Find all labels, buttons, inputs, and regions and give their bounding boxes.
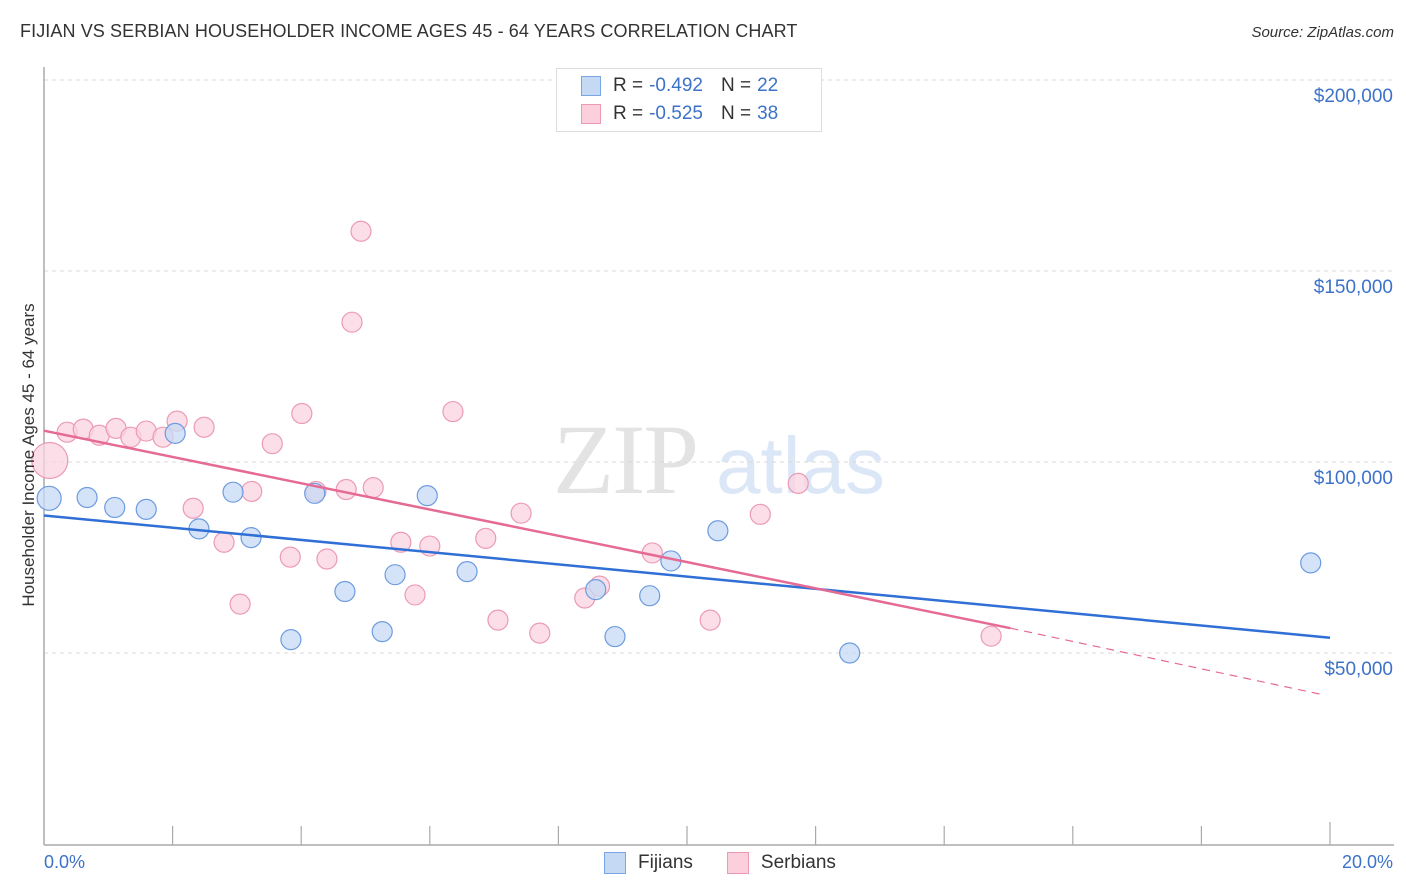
r-label: R = — [613, 75, 644, 96]
data-point[interactable] — [350, 220, 372, 242]
data-point[interactable] — [456, 561, 478, 583]
y-axis-label: Householder Income Ages 45 - 64 years — [19, 303, 38, 607]
source-credit: Source: ZipAtlas.com — [1251, 24, 1394, 41]
legend-row-fijians: R = -0.492 N = 22 — [581, 73, 778, 99]
r-value: -0.492 — [649, 75, 703, 96]
data-point[interactable] — [222, 481, 244, 503]
data-point[interactable] — [316, 548, 338, 570]
data-point[interactable] — [529, 622, 551, 644]
data-point[interactable] — [639, 585, 661, 607]
x-tick-max: 20.0% — [1341, 852, 1393, 872]
data-point[interactable] — [36, 485, 62, 511]
data-point[interactable] — [279, 546, 301, 568]
data-point[interactable] — [31, 441, 69, 480]
data-point[interactable] — [707, 520, 729, 542]
data-point[interactable] — [404, 584, 426, 606]
data-point[interactable] — [585, 578, 607, 601]
correlation-legend: R = -0.492 N = 22 R = -0.525 N = 38 — [556, 68, 822, 132]
data-point[interactable] — [104, 496, 126, 519]
data-point[interactable] — [213, 531, 235, 553]
data-point[interactable] — [487, 609, 509, 631]
data-point[interactable] — [699, 609, 721, 631]
legend-item-serbians[interactable]: Serbians — [726, 852, 836, 874]
data-point[interactable] — [76, 486, 98, 509]
data-point[interactable] — [442, 400, 464, 423]
serbians-swatch-icon — [726, 852, 749, 874]
data-point[interactable] — [280, 629, 302, 651]
x-tick-min: 0.0% — [44, 852, 86, 872]
axes — [43, 67, 1394, 846]
data-point[interactable] — [291, 402, 313, 425]
data-point[interactable] — [510, 502, 532, 524]
data-point[interactable] — [416, 485, 438, 507]
watermark-atlas: atlas — [716, 421, 885, 510]
y-tick-150000: $150,000 — [1313, 277, 1393, 298]
fijians-swatch-icon — [581, 76, 601, 96]
r-value: -0.525 — [649, 103, 703, 124]
legend-label-fijians: Fijians — [638, 852, 693, 873]
data-point[interactable] — [335, 478, 357, 501]
y-tick-50000: $50,000 — [1324, 659, 1393, 680]
serbians-swatch-icon — [581, 104, 601, 124]
legend-row-serbians: R = -0.525 N = 38 — [581, 101, 778, 127]
legend-label-serbians: Serbians — [760, 852, 836, 873]
data-point[interactable] — [193, 416, 215, 438]
n-value: 22 — [757, 75, 779, 96]
data-point[interactable] — [604, 625, 626, 648]
serbians-trend-extension — [1010, 627, 1325, 696]
data-point[interactable] — [341, 311, 363, 333]
watermark-zip: ZIP — [553, 404, 699, 515]
data-point[interactable] — [261, 433, 283, 455]
data-point[interactable] — [1300, 552, 1322, 574]
data-point[interactable] — [475, 527, 497, 550]
data-point[interactable] — [749, 503, 771, 525]
y-tick-100000: $100,000 — [1313, 468, 1393, 489]
fijians-swatch-icon — [604, 852, 626, 874]
data-point[interactable] — [164, 422, 186, 444]
n-value: 38 — [757, 103, 779, 124]
data-point[interactable] — [839, 642, 861, 664]
fijians-trend-line — [43, 514, 1331, 639]
series-legend: Fijians Serbians — [604, 852, 870, 874]
data-point[interactable] — [182, 497, 204, 519]
data-point[interactable] — [362, 476, 384, 499]
n-label: N = — [720, 103, 752, 124]
trend-lines — [43, 429, 1331, 696]
data-point[interactable] — [240, 527, 262, 549]
data-point[interactable] — [384, 564, 406, 586]
r-label: R = — [613, 103, 644, 124]
gridlines — [44, 79, 1394, 654]
data-point[interactable] — [304, 482, 326, 504]
data-point[interactable] — [787, 472, 809, 494]
data-point[interactable] — [135, 498, 157, 520]
n-label: N = — [720, 75, 752, 96]
fijians-points — [36, 422, 1322, 664]
data-point[interactable] — [980, 625, 1002, 647]
legend-item-fijians[interactable]: Fijians — [604, 852, 693, 874]
data-point[interactable] — [241, 480, 263, 503]
serbians-trend-line — [43, 429, 1011, 630]
data-point[interactable] — [371, 621, 393, 643]
data-point[interactable] — [229, 593, 251, 615]
data-point[interactable] — [334, 580, 356, 603]
chart-title: FIJIAN VS SERBIAN HOUSEHOLDER INCOME AGE… — [20, 21, 798, 41]
data-point[interactable] — [390, 531, 412, 553]
y-tick-200000: $200,000 — [1313, 86, 1393, 107]
